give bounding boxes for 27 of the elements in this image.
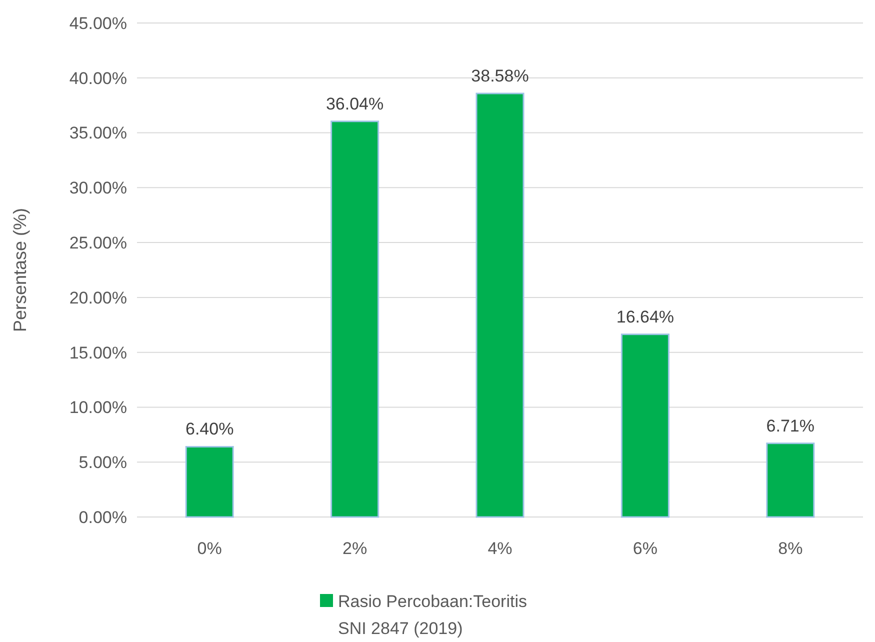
x-tick-label: 6% — [632, 539, 658, 558]
data-label: 16.64% — [616, 307, 674, 326]
y-tick-label: 40.00% — [69, 68, 127, 88]
bar — [766, 442, 815, 518]
bar — [330, 120, 380, 518]
y-tick-label: 20.00% — [69, 288, 127, 308]
y-tick-label: 5.00% — [78, 453, 127, 472]
y-tick-label: 25.00% — [69, 234, 127, 253]
y-tick-label: 30.00% — [69, 178, 127, 198]
data-label: 6.71% — [766, 416, 814, 436]
y-axis-title: Persentase (%) — [10, 208, 30, 332]
bar — [476, 92, 524, 518]
y-tick-label: 10.00% — [69, 398, 127, 418]
x-tick-label: 4% — [488, 539, 512, 558]
data-label: 36.04% — [326, 94, 384, 114]
y-tick-label: 0.00% — [78, 508, 127, 527]
y-tick-label: 35.00% — [69, 124, 127, 143]
legend-label: Rasio Percobaan:Teoritis SNI 2847 (2019) — [338, 592, 527, 638]
data-label: 6.40% — [186, 420, 234, 439]
bar — [620, 334, 670, 518]
bar — [185, 446, 234, 518]
x-tick-label: 8% — [778, 539, 803, 558]
x-tick-label: 0% — [197, 539, 222, 558]
x-tick-label: 2% — [342, 539, 368, 558]
data-label: 38.58% — [471, 66, 529, 86]
y-tick-label: 15.00% — [69, 343, 127, 362]
y-tick-label: 45.00% — [69, 14, 127, 33]
